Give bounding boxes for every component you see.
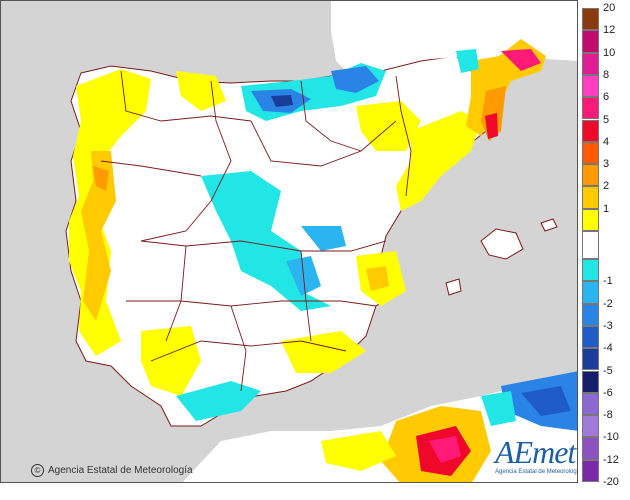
- legend-label: -20: [603, 476, 619, 488]
- copyright-icon: ©: [31, 464, 44, 477]
- cold-core-central: [301, 226, 346, 251]
- legend-swatch: [582, 186, 599, 209]
- legend-swatch: [582, 119, 599, 142]
- legend-swatch: [582, 8, 599, 31]
- hot-spot-portugal: [93, 166, 109, 191]
- copyright-credit: © Agencia Estatal de Meteorología: [31, 464, 193, 477]
- logo-subtitle: Agencia Estatal de Meteorología: [495, 469, 578, 475]
- logo-mark-a: A: [495, 434, 515, 470]
- warm-core-valencia: [366, 266, 389, 291]
- legend-swatch: [582, 52, 599, 75]
- legend-swatch: [582, 325, 599, 349]
- legend-label: -12: [603, 453, 619, 466]
- cold-spot-north: [271, 95, 293, 107]
- warm-core-portugal: [81, 151, 116, 321]
- legend-swatch: [582, 437, 599, 460]
- legend-swatch: [582, 459, 599, 482]
- legend-label: -5: [603, 364, 613, 377]
- legend-label: 8: [603, 68, 610, 81]
- legend-swatch: [582, 208, 599, 231]
- very-hot-spot-coast: [485, 113, 498, 139]
- legend-label: -3: [603, 319, 613, 332]
- region-borders: [100, 70, 412, 392]
- legend-label: -4: [603, 342, 613, 355]
- cold-spot-france: [456, 49, 479, 73]
- warm-area-ebro: [356, 101, 421, 151]
- warm-area-north-africa: [321, 431, 396, 471]
- legend-swatch: [582, 259, 599, 282]
- legend-neutral-swatch: [582, 231, 599, 259]
- legend-label: 20: [603, 2, 616, 14]
- aemet-logo: AEmet Agencia Estatal de Meteorología: [495, 434, 578, 478]
- very-hot-area-morocco: [429, 436, 461, 463]
- cold-area-southwest: [176, 381, 261, 421]
- menorca-island: [540, 218, 558, 232]
- ibiza-island: [445, 278, 462, 296]
- warm-area-catalonia: [396, 111, 481, 211]
- legend-swatch: [582, 141, 599, 165]
- map-canvas: [1, 1, 577, 482]
- credit-text: Agencia Estatal de Meteorología: [48, 465, 193, 476]
- legend-label: -2: [603, 297, 613, 310]
- legend-label: 2: [603, 180, 610, 193]
- neutral-area-france: [401, 9, 481, 59]
- cold-core-algeria: [521, 386, 571, 416]
- legend-swatch: [582, 303, 599, 326]
- legend-label: 12: [603, 24, 616, 37]
- legend-swatch: [582, 164, 599, 187]
- legend-label: -10: [603, 431, 619, 444]
- mallorca-island: [480, 228, 524, 260]
- legend-label: -6: [603, 386, 613, 399]
- legend-label: 1: [603, 202, 610, 215]
- cold-edge-algeria: [481, 391, 516, 426]
- legend-label: -8: [603, 409, 613, 422]
- temperature-anomaly-map: © Agencia Estatal de Meteorología AEmet …: [0, 0, 578, 483]
- legend-swatch: [582, 30, 599, 53]
- legend-swatch: [582, 370, 599, 393]
- very-hot-spot-france: [501, 49, 541, 71]
- legend-label: 5: [603, 113, 610, 126]
- legend-label: 4: [603, 135, 610, 148]
- legend-swatch: [582, 415, 599, 438]
- warm-area-south: [141, 326, 201, 396]
- legend-swatch: [582, 392, 599, 416]
- legend-swatch: [582, 348, 599, 371]
- legend-swatch: [582, 74, 599, 98]
- legend-label: 6: [603, 91, 610, 104]
- color-legend: 20 12 10 8 6 5 4 3 2 1 -1 -2 -3 -4 -5 -6 -8 -10 -12 -20: [582, 3, 626, 488]
- legend-swatch: [582, 97, 599, 120]
- legend-label: 10: [603, 46, 616, 59]
- legend-label: 3: [603, 158, 610, 171]
- legend-label: -1: [603, 275, 613, 288]
- logo-mark-rest: Emet: [513, 434, 577, 470]
- cold-core-north-2: [331, 66, 379, 93]
- legend-swatch: [582, 281, 599, 304]
